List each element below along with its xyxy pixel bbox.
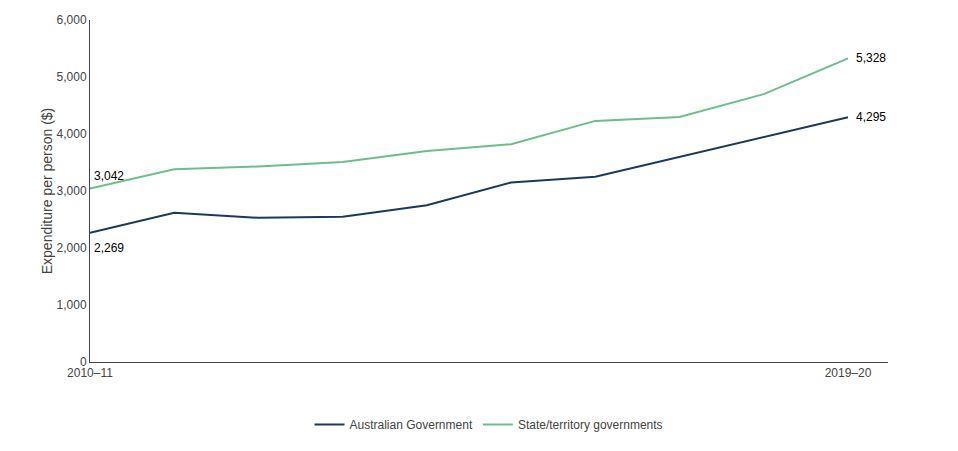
svg-text:2,269: 2,269 [94, 241, 124, 255]
svg-text:Australian Government: Australian Government [350, 418, 473, 432]
svg-text:4,000: 4,000 [57, 127, 87, 141]
svg-text:State/territory governments: State/territory governments [518, 418, 663, 432]
svg-text:2,000: 2,000 [57, 241, 87, 255]
svg-text:0: 0 [80, 355, 87, 369]
svg-text:4,295: 4,295 [856, 110, 886, 124]
svg-text:5,000: 5,000 [57, 70, 87, 84]
svg-text:1,000: 1,000 [57, 298, 87, 312]
svg-text:3,042: 3,042 [94, 169, 124, 183]
svg-text:6,000: 6,000 [57, 13, 87, 27]
svg-text:Expenditure per person ($): Expenditure per person ($) [39, 108, 55, 275]
svg-text:5,328: 5,328 [856, 51, 886, 65]
svg-text:2019–20: 2019–20 [825, 366, 872, 380]
svg-text:2010–11: 2010–11 [67, 366, 113, 380]
svg-text:3,000: 3,000 [57, 184, 87, 198]
